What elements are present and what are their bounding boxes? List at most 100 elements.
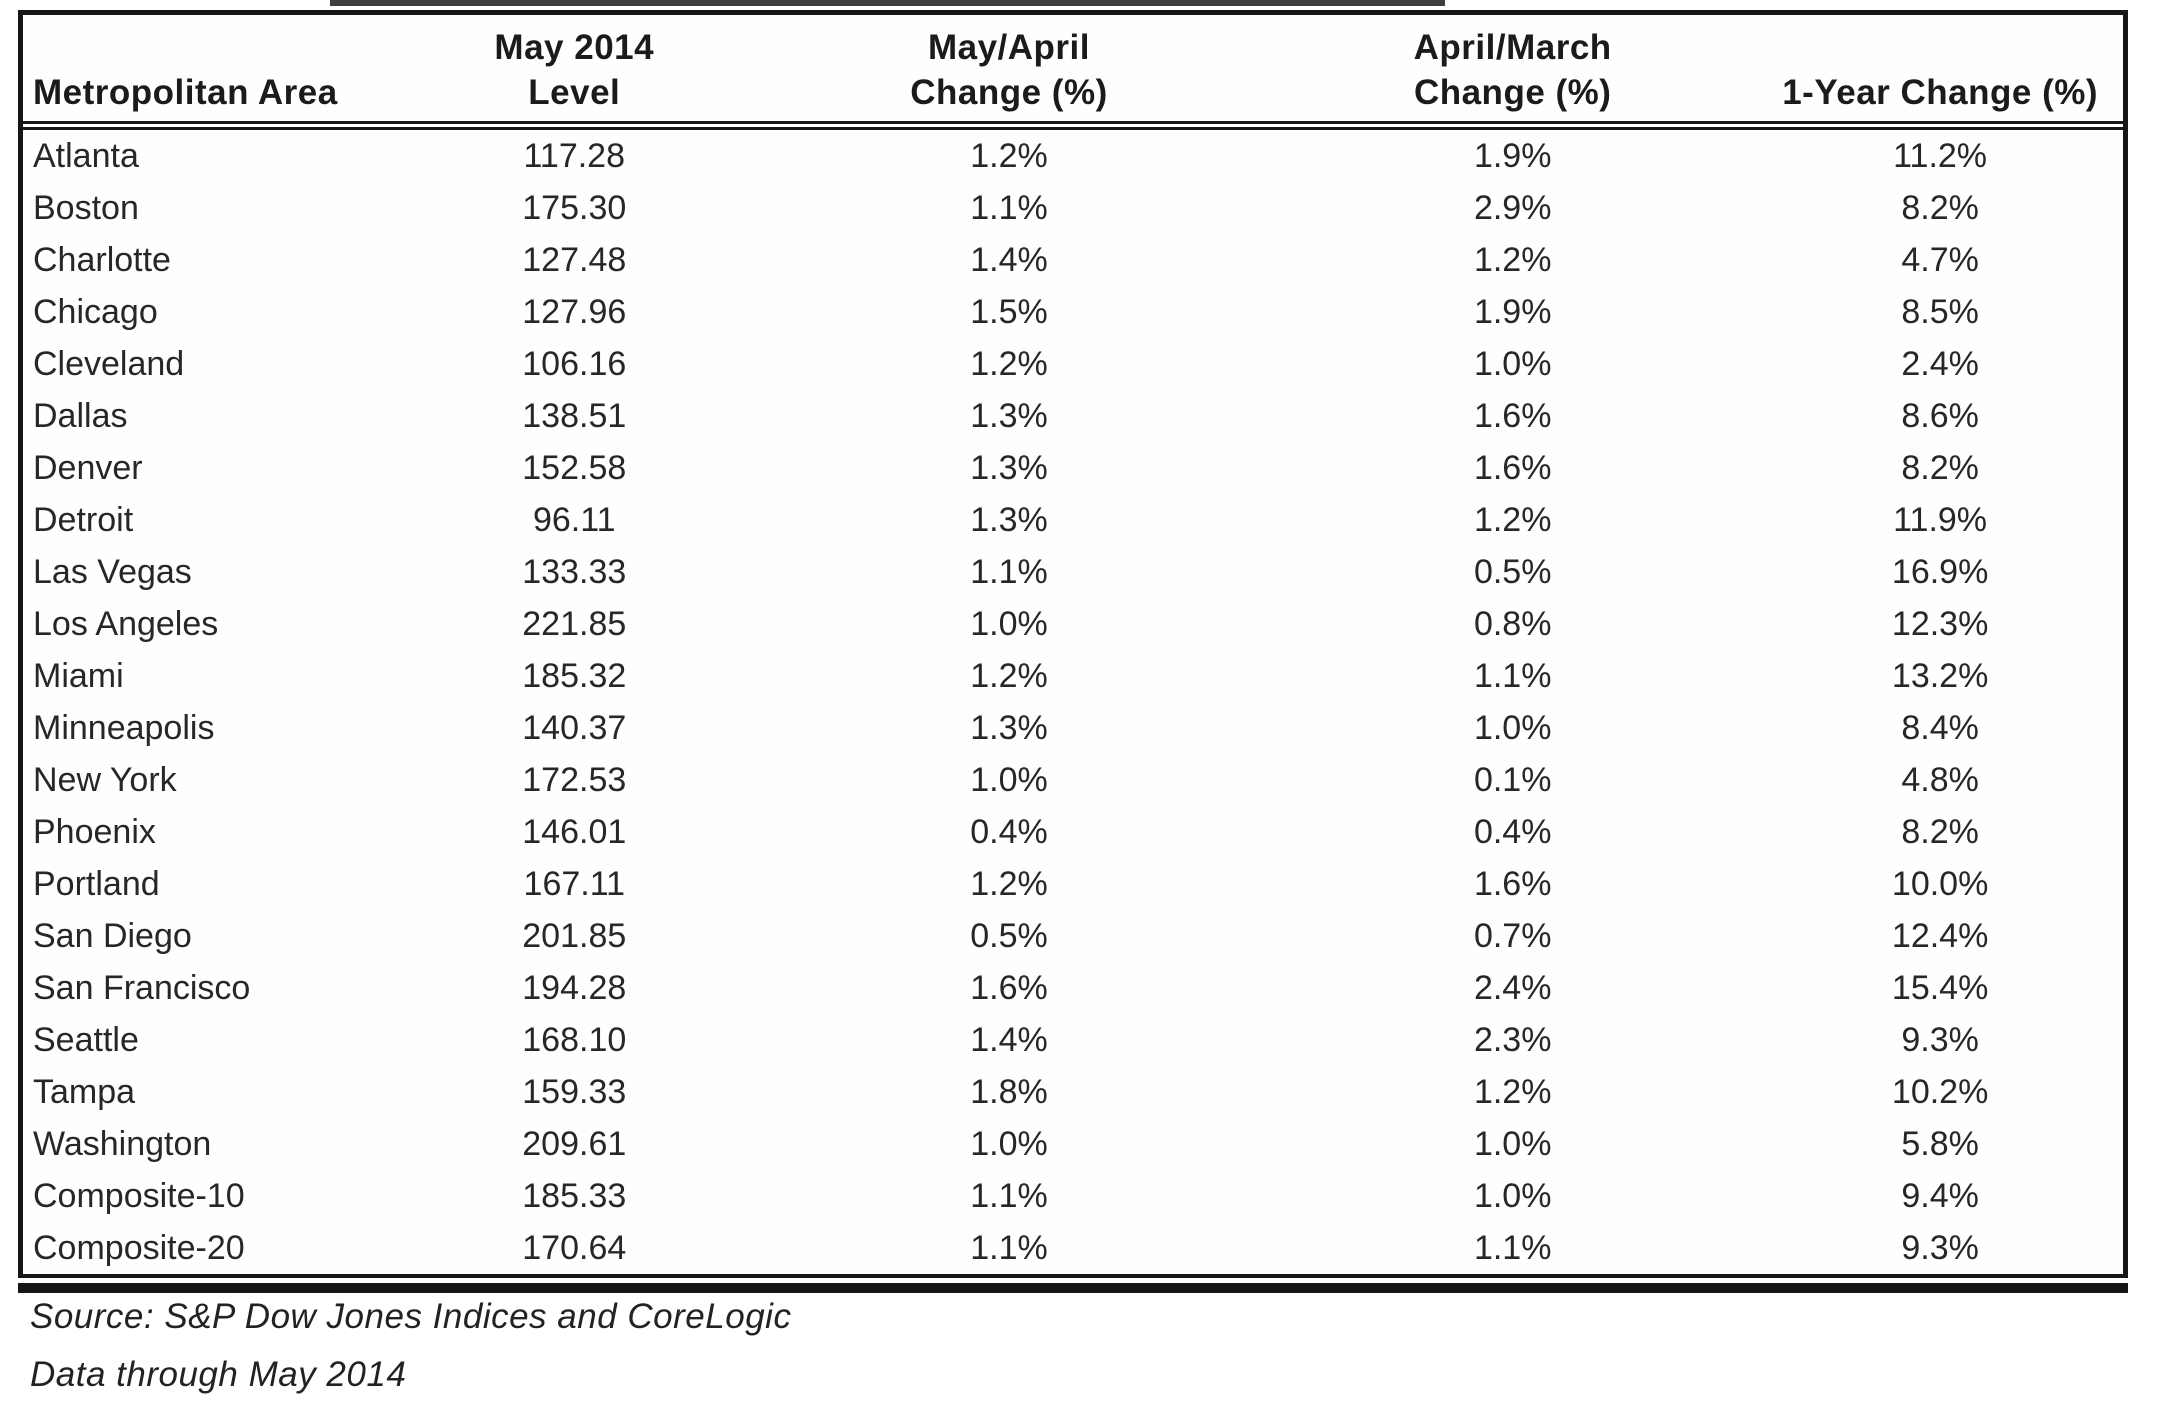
cell-april-march-change: 1.0% [1473, 1124, 1552, 1163]
cell-one-year-change: 13.2% [1891, 656, 1989, 695]
cell-one-year-change: 10.2% [1891, 1072, 1989, 1111]
cell-metropolitan-area: Washington [33, 1124, 212, 1163]
cell-one-year-change: 11.9% [1893, 500, 1988, 539]
column-header-april-march-change: April/March Change (%) [1268, 15, 1758, 130]
cropped-content-artifact-line [330, 0, 1445, 6]
cell-level: 127.48 [522, 240, 627, 279]
table-body: Atlanta 117.28 1.2% 1.9% 11.2% Boston 175.30 1.… [23, 126, 2123, 1275]
cell-may-april-change: 1.3% [970, 396, 1048, 435]
cell-may-april-change: 1.8% [970, 1072, 1048, 1111]
cell-may-april-change: 1.3% [970, 448, 1048, 487]
cell-may-april-change: 1.2% [970, 864, 1048, 903]
table-header: Metropolitan Area May 2014 Level May/April C… [23, 15, 2123, 130]
cell-may-april-change: 0.4% [970, 812, 1048, 851]
column-header-may-april-change: May/April Change (%) [749, 15, 1269, 130]
cell-level: 168.10 [522, 1020, 627, 1059]
cell-may-april-change: 1.1% [970, 1228, 1048, 1267]
cell-may-april-change: 1.4% [970, 240, 1048, 279]
cell-april-march-change: 0.5% [1473, 552, 1552, 591]
cell-metropolitan-area: Composite-10 [33, 1176, 245, 1215]
cell-one-year-change: 4.7% [1901, 240, 1979, 279]
cell-one-year-change: 8.2% [1901, 448, 1979, 487]
cell-level: 127.96 [522, 292, 627, 331]
column-header-line2: Change (%) [1413, 73, 1612, 112]
cell-level: 201.85 [522, 916, 627, 955]
cell-april-march-change: 1.0% [1473, 708, 1552, 747]
cell-april-march-change: 0.1% [1473, 760, 1552, 799]
table-footnotes: Source: S&P Dow Jones Indices and CoreLo… [30, 1288, 791, 1404]
table-row: San Diego 201.85 0.5% 0.7% 12.4% [23, 910, 2123, 962]
table-row: New York 172.53 1.0% 0.1% 4.8% [23, 754, 2123, 806]
table-row: Composite-20 170.64 1.1% 1.1% 9.3% [23, 1222, 2123, 1274]
table-header-row: Metropolitan Area May 2014 Level May/April C… [23, 15, 2123, 130]
cell-level: 96.11 [532, 500, 616, 539]
cell-one-year-change: 8.5% [1901, 292, 1979, 331]
cell-may-april-change: 1.1% [970, 188, 1048, 227]
table-bottom-double-border [18, 1274, 2128, 1293]
table-row: Miami 185.32 1.2% 1.1% 13.2% [23, 650, 2123, 702]
cell-april-march-change: 0.4% [1473, 812, 1552, 851]
cell-level: 170.64 [522, 1228, 627, 1267]
cell-april-march-change: 1.2% [1473, 1072, 1552, 1111]
cell-april-march-change: 0.7% [1473, 916, 1552, 955]
column-header-line1: May/April [927, 28, 1091, 67]
cell-one-year-change: 11.2% [1893, 136, 1988, 175]
table-row: Portland 167.11 1.2% 1.6% 10.0% [23, 858, 2123, 910]
cell-one-year-change: 12.4% [1891, 916, 1989, 955]
cell-one-year-change: 12.3% [1891, 604, 1989, 643]
column-header-level: May 2014 Level [398, 15, 750, 130]
cell-may-april-change: 1.4% [970, 1020, 1048, 1059]
table-row: Dallas 138.51 1.3% 1.6% 8.6% [23, 390, 2123, 442]
table-row: Las Vegas 133.33 1.1% 0.5% 16.9% [23, 546, 2123, 598]
cell-may-april-change: 1.1% [970, 1176, 1048, 1215]
cell-one-year-change: 4.8% [1901, 760, 1979, 799]
cell-level: 194.28 [522, 968, 627, 1007]
cell-may-april-change: 1.0% [970, 604, 1048, 643]
cell-one-year-change: 9.3% [1901, 1228, 1979, 1267]
cell-one-year-change: 8.2% [1901, 812, 1979, 851]
cell-one-year-change: 8.6% [1901, 396, 1979, 435]
cell-one-year-change: 8.4% [1901, 708, 1979, 747]
data-through-note: Data through May 2014 [30, 1355, 407, 1394]
cell-may-april-change: 1.3% [970, 708, 1048, 747]
cell-level: 172.53 [522, 760, 627, 799]
table-outer-frame: Metropolitan Area May 2014 Level May/April C… [18, 10, 2128, 1274]
cell-level: 185.32 [522, 656, 627, 695]
cell-level: 221.85 [522, 604, 627, 643]
cell-may-april-change: 1.0% [970, 760, 1048, 799]
cell-level: 185.33 [522, 1176, 627, 1215]
cell-metropolitan-area: Composite-20 [33, 1228, 245, 1267]
cell-april-march-change: 2.9% [1473, 188, 1552, 227]
cell-one-year-change: 9.4% [1901, 1176, 1979, 1215]
cell-may-april-change: 0.5% [970, 916, 1048, 955]
cell-one-year-change: 2.4% [1901, 344, 1979, 383]
cell-april-march-change: 1.1% [1473, 1228, 1552, 1267]
cell-april-march-change: 2.3% [1473, 1020, 1552, 1059]
column-header-one-year-change: 1-Year Change (%) [1757, 15, 2123, 130]
cell-metropolitan-area: Detroit [33, 500, 134, 539]
cell-may-april-change: 1.2% [970, 656, 1048, 695]
table-row: San Francisco 194.28 1.6% 2.4% 15.4% [23, 962, 2123, 1014]
cell-metropolitan-area: Minneapolis [33, 708, 215, 747]
cell-metropolitan-area: Las Vegas [33, 552, 192, 591]
cell-metropolitan-area: San Diego [33, 916, 192, 955]
cell-may-april-change: 1.6% [970, 968, 1048, 1007]
cell-one-year-change: 5.8% [1901, 1124, 1979, 1163]
cell-one-year-change: 16.9% [1891, 552, 1989, 591]
column-header-line1: Metropolitan Area [33, 73, 338, 112]
table-row: Detroit 96.11 1.3% 1.2% 11.9% [23, 494, 2123, 546]
cell-metropolitan-area: Los Angeles [33, 604, 219, 643]
cell-level: 140.37 [522, 708, 627, 747]
cell-metropolitan-area: Miami [33, 656, 124, 695]
cell-metropolitan-area: Dallas [33, 396, 128, 435]
cell-metropolitan-area: Portland [33, 864, 160, 903]
cell-metropolitan-area: San Francisco [33, 968, 251, 1007]
cell-april-march-change: 1.1% [1473, 656, 1552, 695]
cell-metropolitan-area: Denver [33, 448, 143, 487]
cell-may-april-change: 1.2% [970, 344, 1048, 383]
cell-level: 106.16 [522, 344, 627, 383]
table-row: Charlotte 127.48 1.4% 1.2% 4.7% [23, 234, 2123, 286]
cell-may-april-change: 1.1% [970, 552, 1048, 591]
cell-level: 138.51 [522, 396, 627, 435]
cell-level: 167.11 [523, 864, 625, 903]
